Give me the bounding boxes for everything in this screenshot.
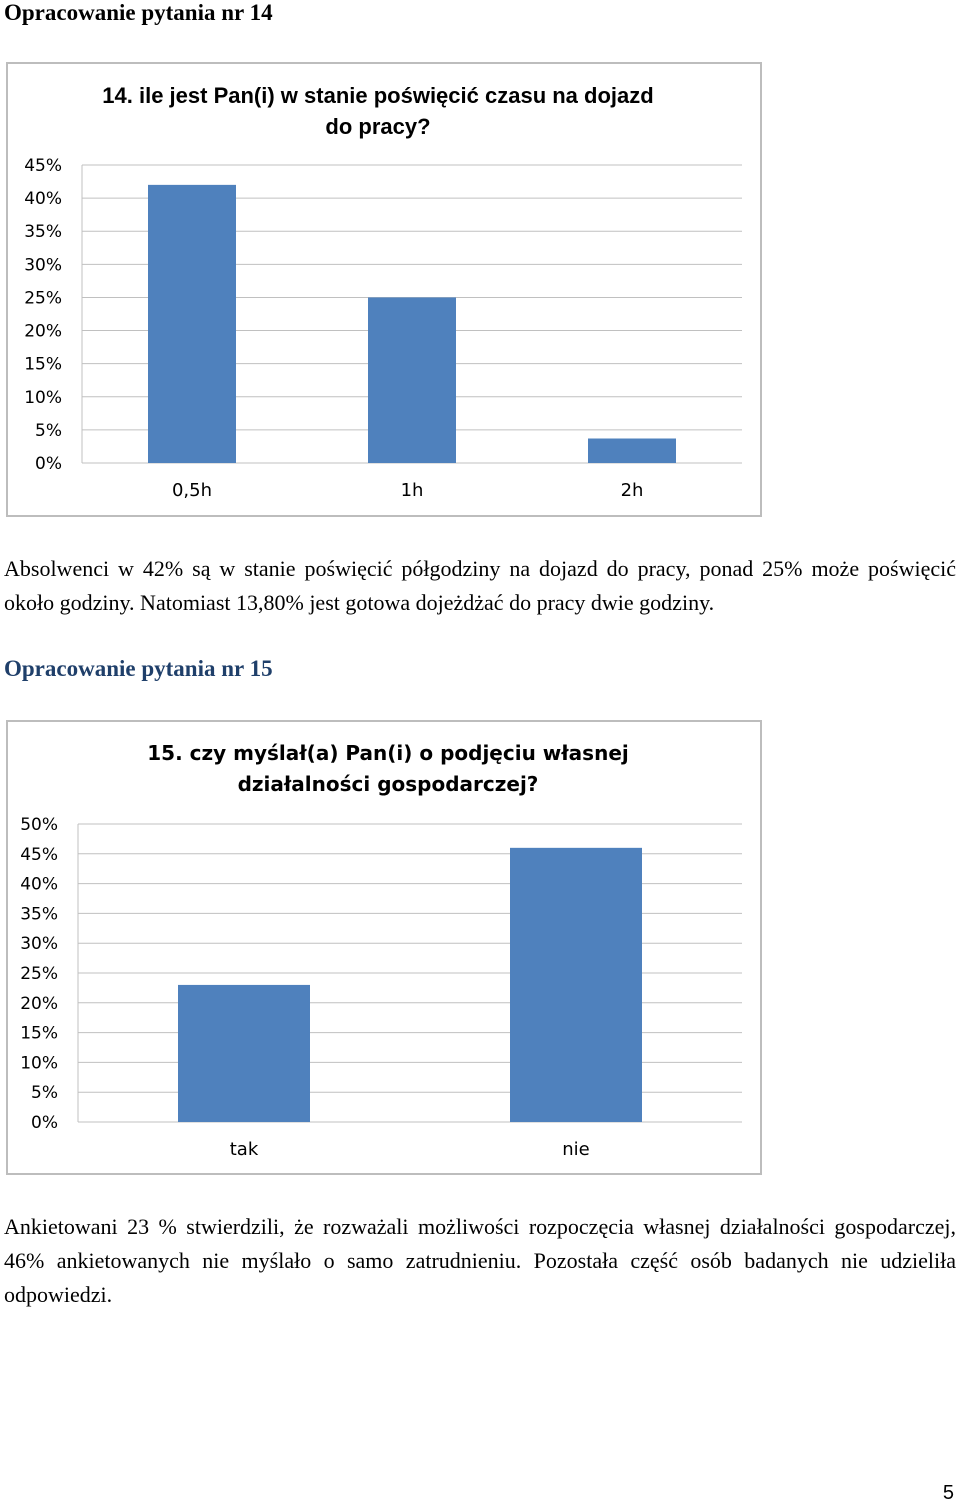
y-tick-label: 45%	[20, 845, 58, 865]
y-tick-label: 30%	[24, 255, 62, 275]
y-tick-label: 35%	[24, 222, 62, 242]
chart-q15-plot: 0% 5% 10% 15% 20% 25% 30% 35% 40% 45% 50% tak nie	[20, 815, 742, 1160]
y-tick-label: 0%	[35, 454, 62, 474]
x-tick-label: tak	[230, 1139, 259, 1160]
x-tick-label: 1h	[401, 480, 424, 501]
y-tick-label: 40%	[20, 875, 58, 895]
y-tick-label: 10%	[20, 1053, 58, 1073]
y-tick-label: 25%	[24, 288, 62, 308]
y-tick-label: 5%	[31, 1083, 58, 1103]
bar-tak	[178, 984, 310, 1122]
page-number: 5	[942, 1482, 954, 1504]
bar-0-5h	[148, 184, 236, 463]
y-tick-label: 35%	[20, 904, 58, 924]
y-tick-label: 10%	[24, 388, 62, 408]
x-tick-label: nie	[562, 1139, 589, 1160]
bar-2h	[588, 438, 676, 463]
y-tick-label: 40%	[24, 189, 62, 209]
chart-q14-title: 14. ile jest Pan(i) w stanie poświęcić c…	[102, 83, 654, 139]
paragraph-q14: Absolwenci w 42% są w stanie poświęcić p…	[4, 556, 956, 615]
bar-nie	[510, 847, 642, 1122]
y-tick-label: 20%	[24, 322, 62, 342]
chart-q14: 0% 5% 10% 15% 20% 25% 30% 35% 40% 45% 0,5h 1h 2h 14.…	[6, 62, 762, 517]
y-tick-label: 30%	[20, 934, 58, 954]
y-tick-label: 15%	[20, 1024, 58, 1044]
x-tick-label: 0,5h	[172, 480, 212, 501]
chart-q15: 0% 5% 10% 15% 20% 25% 30% 35% 40% 45% 50% tak nie 15…	[6, 720, 762, 1175]
heading-q14: Opracowanie pytania nr 14	[4, 0, 273, 25]
y-tick-label: 50%	[20, 815, 58, 835]
heading-q15: Opracowanie pytania nr 15	[4, 656, 273, 681]
y-tick-label: 20%	[20, 994, 58, 1014]
y-tick-label: 45%	[24, 156, 62, 176]
y-tick-label: 0%	[31, 1113, 58, 1133]
y-tick-label: 5%	[35, 421, 62, 441]
y-tick-label: 25%	[20, 964, 58, 984]
paragraph-q15: Ankietowani 23 % stwierdzili, że rozważa…	[4, 1214, 956, 1307]
y-tick-label: 15%	[24, 355, 62, 375]
chart-q14-plot: 0% 5% 10% 15% 20% 25% 30% 35% 40% 45% 0,5h 1h 2h	[24, 156, 742, 501]
bar-1h	[368, 297, 456, 463]
x-tick-label: 2h	[621, 480, 644, 501]
chart-q15-title: 15. czy myślał(a) Pan(i) o podjęciu włas…	[147, 741, 629, 796]
